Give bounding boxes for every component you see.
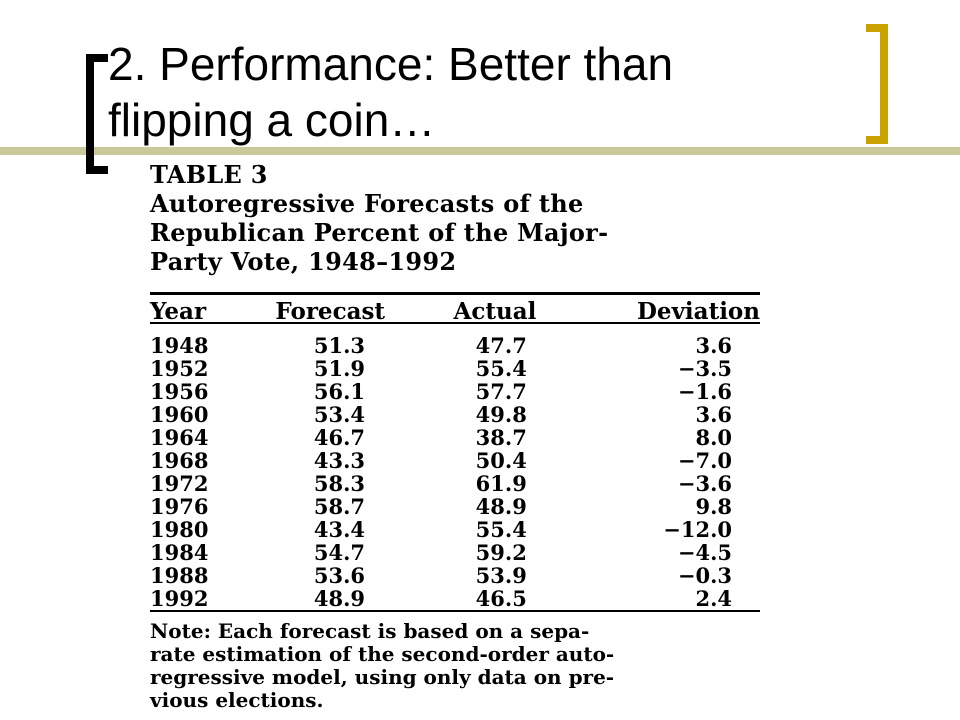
cell-deviation: −4.5 (677, 540, 732, 565)
cell-deviation: −12.0 (663, 517, 732, 542)
table-row: 1964 46.7 38.7 8.0 (150, 426, 760, 449)
cell-actual: 59.2 (475, 540, 527, 565)
cell-year: 1988 (150, 563, 209, 588)
cell-year: 1968 (150, 448, 209, 473)
cell-forecast: 43.3 (313, 448, 366, 473)
cell-forecast: 51.3 (313, 333, 366, 358)
table-row: 1952 51.9 55.4 −3.5 (150, 357, 760, 380)
table-bottom-rule (150, 610, 760, 612)
table-header-rule (150, 322, 760, 324)
cell-actual: 50.4 (475, 448, 527, 473)
table-row: 1956 56.1 57.7 −1.6 (150, 380, 760, 403)
table-note-line-4: vious elections. (150, 688, 324, 712)
right-bracket-decoration (866, 24, 888, 144)
cell-deviation: 2.4 (695, 586, 732, 611)
table-row: 1948 51.3 47.7 3.6 (150, 326, 760, 357)
table-row: 1960 53.4 49.8 3.6 (150, 403, 760, 426)
scanned-table-figure: TABLE 3 Autoregressive Forecasts of the … (150, 160, 762, 716)
cell-forecast: 58.7 (313, 494, 366, 519)
cell-deviation: 9.8 (695, 494, 732, 519)
table-note-line-1: Note: Each forecast is based on a sepa- (150, 619, 590, 643)
title-underline-bar (0, 147, 960, 155)
table-caption-line-1: TABLE 3 (150, 160, 268, 189)
header-forecast: Forecast (275, 297, 386, 325)
cell-deviation: −1.6 (677, 379, 732, 404)
cell-actual: 55.4 (475, 517, 527, 542)
cell-forecast: 51.9 (313, 356, 366, 381)
cell-deviation: 3.6 (695, 402, 732, 427)
forecast-table: Year Forecast Actual Deviation 1948 51.3… (150, 296, 760, 611)
cell-actual: 48.9 (475, 494, 527, 519)
cell-actual: 55.4 (475, 356, 527, 381)
table-row: 1976 58.7 48.9 9.8 (150, 495, 760, 518)
cell-actual: 47.7 (475, 333, 527, 358)
table-row: 1992 48.9 46.5 2.4 (150, 587, 760, 610)
table-top-rule (150, 292, 760, 295)
cell-year: 1952 (150, 356, 209, 381)
cell-deviation: 8.0 (695, 425, 732, 450)
table-row: 1988 53.6 53.9 −0.3 (150, 564, 760, 587)
cell-year: 1972 (150, 471, 209, 496)
cell-year: 1948 (150, 333, 209, 358)
cell-actual: 61.9 (475, 471, 527, 496)
header-deviation: Deviation (636, 297, 760, 325)
cell-deviation: −3.6 (677, 471, 732, 496)
cell-year: 1964 (150, 425, 209, 450)
table-note-line-2: rate estimation of the second-order auto… (150, 642, 615, 666)
table-caption: TABLE 3 Autoregressive Forecasts of the … (150, 160, 762, 276)
slide-title: 2. Performance: Better than flipping a c… (108, 36, 848, 148)
header-year: Year (150, 297, 207, 325)
cell-year: 1992 (150, 586, 209, 611)
cell-year: 1984 (150, 540, 209, 565)
slide-title-line-2: flipping a coin… (108, 94, 436, 146)
cell-forecast: 53.4 (313, 402, 366, 427)
cell-forecast: 43.4 (313, 517, 366, 542)
cell-year: 1960 (150, 402, 209, 427)
table-note: Note: Each forecast is based on a sepa- … (150, 620, 762, 712)
cell-actual: 46.5 (475, 586, 527, 611)
cell-actual: 49.8 (475, 402, 527, 427)
table-caption-line-3: Republican Percent of the Major- (150, 218, 609, 247)
cell-deviation: −0.3 (677, 563, 732, 588)
cell-year: 1980 (150, 517, 209, 542)
table-row: 1980 43.4 55.4 −12.0 (150, 518, 760, 541)
cell-year: 1976 (150, 494, 209, 519)
cell-forecast: 48.9 (313, 586, 366, 611)
table-caption-line-4: Party Vote, 1948–1992 (150, 247, 457, 276)
cell-deviation: 3.6 (695, 333, 732, 358)
table-row: 1984 54.7 59.2 −4.5 (150, 541, 760, 564)
left-bracket-decoration (86, 54, 108, 174)
table-header-row: Year Forecast Actual Deviation (150, 296, 760, 326)
cell-actual: 57.7 (475, 379, 527, 404)
cell-forecast: 54.7 (313, 540, 366, 565)
cell-deviation: −3.5 (677, 356, 732, 381)
header-actual: Actual (453, 297, 537, 325)
table-note-line-3: regressive model, using only data on pre… (150, 665, 615, 689)
cell-forecast: 46.7 (313, 425, 366, 450)
cell-forecast: 53.6 (313, 563, 366, 588)
table-row: 1968 43.3 50.4 −7.0 (150, 449, 760, 472)
cell-forecast: 56.1 (313, 379, 366, 404)
cell-deviation: −7.0 (677, 448, 732, 473)
cell-actual: 38.7 (475, 425, 527, 450)
table-caption-line-2: Autoregressive Forecasts of the (150, 189, 584, 218)
cell-year: 1956 (150, 379, 209, 404)
cell-actual: 53.9 (475, 563, 527, 588)
cell-forecast: 58.3 (313, 471, 366, 496)
slide-title-line-1: 2. Performance: Better than (108, 38, 674, 90)
table-row: 1972 58.3 61.9 −3.6 (150, 472, 760, 495)
